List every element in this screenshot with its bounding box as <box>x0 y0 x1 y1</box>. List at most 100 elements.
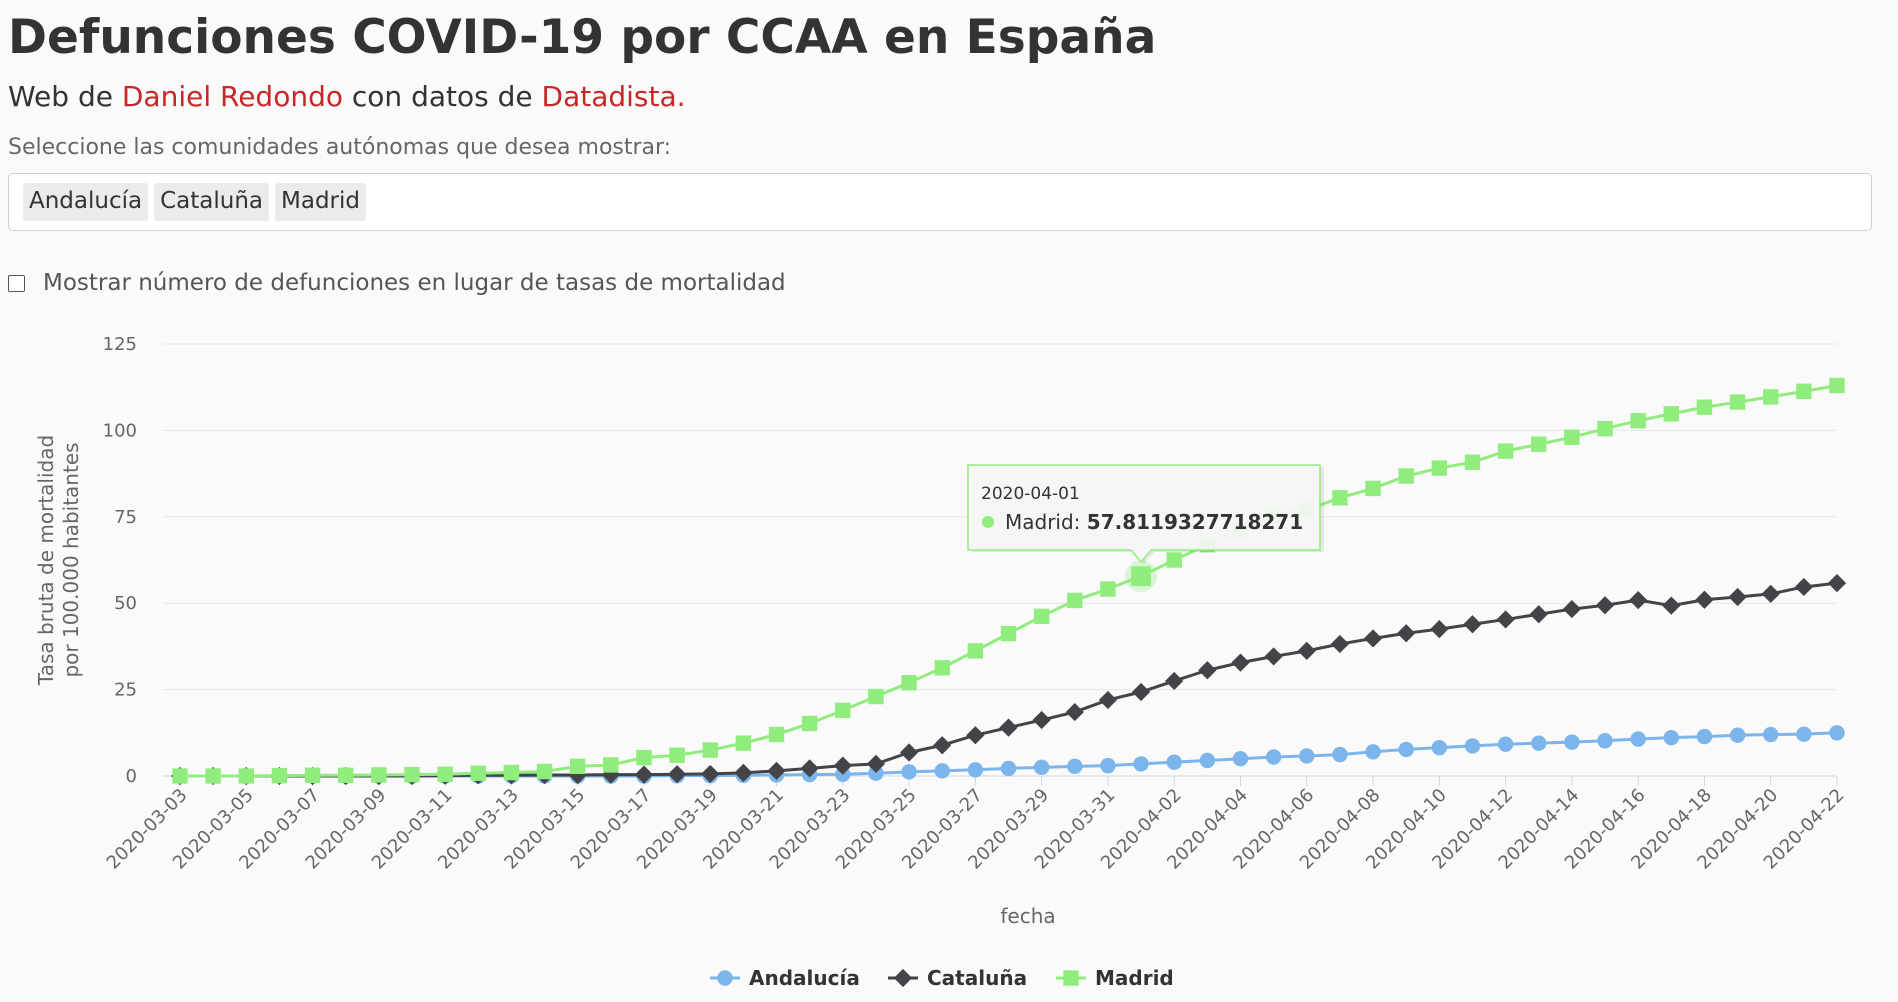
data-point-cataluña[interactable] <box>1827 574 1847 593</box>
data-point-madrid[interactable] <box>437 766 453 782</box>
data-point-andalucía[interactable] <box>967 762 984 778</box>
data-point-madrid[interactable] <box>1497 443 1514 459</box>
data-point-cataluña[interactable] <box>601 765 620 784</box>
data-point-madrid[interactable] <box>1398 468 1414 484</box>
data-point-madrid[interactable] <box>934 660 950 676</box>
data-point-cataluña[interactable] <box>1065 702 1084 722</box>
data-point-madrid[interactable] <box>205 768 221 784</box>
data-point-madrid[interactable] <box>835 702 851 719</box>
data-point-andalucía[interactable] <box>1067 758 1083 775</box>
data-point-madrid[interactable] <box>404 766 420 783</box>
data-point-andalucía[interactable] <box>1166 754 1182 770</box>
data-point-andalucía[interactable] <box>1630 731 1646 747</box>
data-point-cataluña[interactable] <box>966 726 985 745</box>
data-point-madrid[interactable] <box>304 767 321 784</box>
data-point-madrid[interactable] <box>371 767 387 783</box>
legend-marker-andalucía[interactable] <box>717 970 733 986</box>
data-point-madrid[interactable] <box>901 674 917 691</box>
data-point-andalucía[interactable] <box>1133 756 1149 772</box>
data-point-madrid[interactable] <box>1464 454 1481 470</box>
data-point-madrid[interactable] <box>536 763 553 780</box>
data-point-madrid[interactable] <box>1332 490 1348 506</box>
data-point-cataluña[interactable] <box>1198 661 1217 680</box>
data-point-cataluña[interactable] <box>999 718 1018 737</box>
data-point-madrid[interactable] <box>636 749 652 766</box>
data-point-andalucía[interactable] <box>1000 760 1017 777</box>
data-point-madrid[interactable] <box>1597 420 1613 437</box>
data-point-andalucía[interactable] <box>1365 744 1381 760</box>
data-point-madrid[interactable] <box>1796 383 1812 400</box>
data-point-andalucía[interactable] <box>1696 728 1713 745</box>
author-link[interactable]: Daniel Redondo <box>121 80 343 113</box>
data-point-cataluña[interactable] <box>1363 629 1383 648</box>
data-point-madrid[interactable] <box>669 747 685 763</box>
selected-tag-cataluna[interactable]: Cataluña <box>154 183 270 221</box>
data-point-madrid[interactable] <box>1630 413 1646 429</box>
data-point-madrid[interactable] <box>1365 480 1381 497</box>
data-point-cataluña[interactable] <box>734 763 753 782</box>
legend-label-madrid[interactable]: Madrid <box>1095 966 1174 990</box>
data-point-madrid[interactable] <box>238 768 254 784</box>
data-point-madrid[interactable] <box>1000 625 1017 642</box>
data-point-cataluña[interactable] <box>1629 590 1648 610</box>
data-point-madrid[interactable] <box>1431 460 1448 476</box>
data-point-madrid[interactable] <box>735 735 752 751</box>
data-point-madrid[interactable] <box>271 767 288 784</box>
data-point-cataluña[interactable] <box>668 765 687 784</box>
data-point-andalucía[interactable] <box>934 763 950 779</box>
legend-marker-cataluña[interactable] <box>893 968 913 988</box>
data-point-cataluña[interactable] <box>899 743 919 762</box>
data-point-madrid[interactable] <box>1763 389 1779 405</box>
data-point-madrid[interactable] <box>1829 377 1845 394</box>
data-point-andalucía[interactable] <box>1763 726 1779 743</box>
data-point-cataluña[interactable] <box>1131 682 1151 702</box>
data-point-andalucía[interactable] <box>1431 739 1448 756</box>
data-point-madrid[interactable] <box>1531 436 1547 452</box>
source-link[interactable]: Datadista. <box>541 80 686 113</box>
data-point-andalucía[interactable] <box>1829 725 1845 741</box>
data-point-cataluña[interactable] <box>1595 596 1615 615</box>
data-point-andalucía[interactable] <box>1332 746 1348 763</box>
data-point-madrid[interactable] <box>1729 394 1746 410</box>
data-point-madrid[interactable] <box>768 726 785 743</box>
data-point-andalucía[interactable] <box>1564 734 1580 750</box>
hovered-data-point[interactable] <box>1131 566 1151 587</box>
data-point-cataluña[interactable] <box>1397 624 1416 643</box>
data-point-cataluña[interactable] <box>800 759 819 778</box>
data-point-madrid[interactable] <box>1100 581 1116 597</box>
data-point-cataluña[interactable] <box>1761 584 1780 603</box>
data-point-madrid[interactable] <box>603 757 619 773</box>
data-point-cataluña[interactable] <box>1562 599 1581 619</box>
data-point-cataluña[interactable] <box>634 765 654 784</box>
data-point-cataluña[interactable] <box>1330 634 1349 654</box>
data-point-cataluña[interactable] <box>1496 610 1515 629</box>
data-point-cataluña[interactable] <box>833 756 852 775</box>
data-point-cataluña[interactable] <box>1032 710 1051 730</box>
data-point-cataluña[interactable] <box>1297 641 1316 660</box>
selected-tag-andalucia[interactable]: Andalucía <box>23 183 149 221</box>
data-point-cataluña[interactable] <box>1231 653 1250 672</box>
data-point-madrid[interactable] <box>1696 399 1713 415</box>
data-point-madrid[interactable] <box>172 768 188 784</box>
show-deaths-label[interactable]: Mostrar número de defunciones en lugar d… <box>43 270 786 296</box>
legend-label-andalucía[interactable]: Andalucía <box>749 966 860 990</box>
data-point-cataluña[interactable] <box>1264 647 1283 666</box>
region-multiselect[interactable]: Andalucía Cataluña Madrid <box>8 173 1872 231</box>
data-point-cataluña[interactable] <box>1430 620 1449 639</box>
data-point-cataluña[interactable] <box>1098 690 1118 710</box>
data-point-andalucía[interactable] <box>1398 741 1414 758</box>
show-deaths-toggle-row[interactable]: Mostrar número de defunciones en lugar d… <box>8 270 786 296</box>
data-point-madrid[interactable] <box>1564 429 1580 446</box>
data-point-andalucía[interactable] <box>1265 749 1282 765</box>
data-point-madrid[interactable] <box>801 715 818 732</box>
selected-tag-madrid[interactable]: Madrid <box>275 183 366 221</box>
data-point-madrid[interactable] <box>470 765 486 781</box>
legend-label-cataluña[interactable]: Cataluña <box>927 966 1027 990</box>
data-point-andalucía[interactable] <box>1729 727 1746 743</box>
data-point-andalucía[interactable] <box>1497 736 1514 752</box>
data-point-madrid[interactable] <box>503 764 520 781</box>
data-point-andalucía[interactable] <box>1033 759 1050 776</box>
data-point-madrid[interactable] <box>967 643 984 659</box>
data-point-cataluña[interactable] <box>1529 605 1548 624</box>
data-point-andalucía[interactable] <box>1796 726 1812 742</box>
